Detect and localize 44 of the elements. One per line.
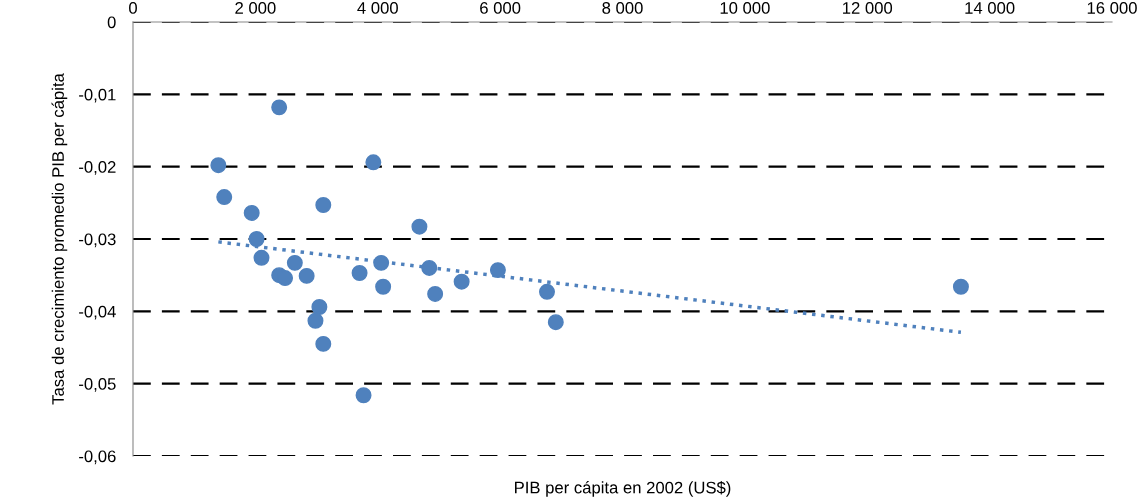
point [315,335,332,352]
x-tick-label: 6 000 [480,2,521,14]
y-axis-title: Tasa de crecimiento promedio PIB per cápita [51,73,68,405]
y-tick-label: -0,03 [79,233,116,248]
point [286,254,303,271]
y-tick-label: -0,02 [79,161,116,175]
x-axis-title: PIB per cápita en 2002 (US$) [515,481,731,497]
point [253,249,270,266]
point [453,273,470,290]
point [271,99,288,116]
point [952,278,969,295]
point [277,270,294,287]
point [427,285,444,302]
point [373,254,390,271]
point [210,157,227,174]
point [315,197,332,213]
point [539,283,555,300]
x-tick-label: 16 000 [1087,2,1137,14]
x-tick-label: 0 [129,2,137,14]
y-tick-label: -0,01 [79,88,116,103]
point [375,278,392,295]
x-tick-label: 10 000 [720,2,770,14]
point [298,267,315,284]
y-tick-label: -0,05 [79,378,116,392]
point [547,314,564,331]
point [489,262,506,279]
y-tick-label: -0,06 [79,450,116,465]
x-tick-label: 8 000 [602,2,643,14]
point [351,265,368,281]
point [421,259,438,276]
x-tick-label: 2 000 [235,2,276,14]
point [243,204,260,221]
point [307,312,324,329]
point [216,189,233,206]
y-tick-label: -0,04 [79,305,116,320]
point [365,154,382,171]
point [355,387,372,404]
point [248,231,265,247]
x-tick-label: 14 000 [965,2,1015,14]
point [411,218,428,235]
point [311,299,328,315]
y-tick-label: 0 [107,16,116,29]
x-tick-label: 4 000 [357,2,398,14]
x-tick-label: 12 000 [843,2,893,14]
